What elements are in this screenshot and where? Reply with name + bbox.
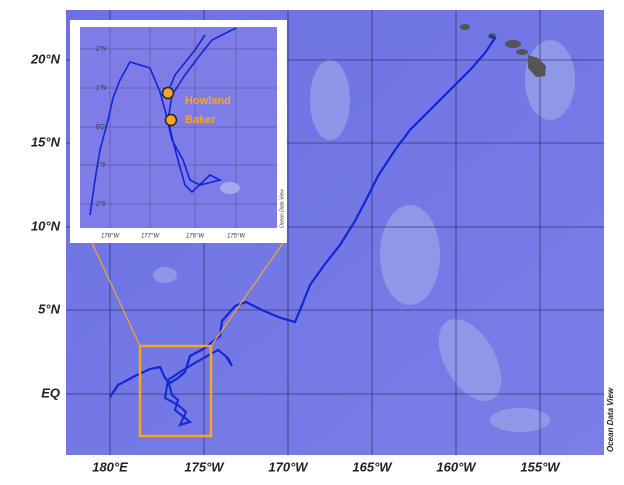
inset-lat-label: EQ xyxy=(96,125,105,131)
lat-label: EQ xyxy=(41,385,60,400)
inset-lon-label: 176°W xyxy=(186,234,205,240)
lon-label: 165°W xyxy=(352,459,393,474)
inset-grid xyxy=(80,27,277,228)
inset-lat-label: 2°S xyxy=(95,202,106,208)
lon-label: 175°W xyxy=(184,459,225,474)
inset: Howland Baker 2°N 1°N EQ 1°S 2°S 178°W 1… xyxy=(70,20,287,243)
island-marker xyxy=(164,113,178,127)
inset-connector xyxy=(210,242,284,347)
island-marker xyxy=(161,86,175,100)
inset-lat-label: 2°N xyxy=(95,47,107,53)
inset-lon-label: 177°W xyxy=(141,234,160,240)
lat-label: 20°N xyxy=(30,51,61,66)
lat-label: 10°N xyxy=(31,218,61,233)
lon-label: 180°E xyxy=(92,459,128,474)
hawaiian-islands xyxy=(460,24,546,77)
island-label: Baker xyxy=(185,114,216,126)
lon-label: 160°W xyxy=(436,459,477,474)
lat-label: 15°N xyxy=(31,134,61,149)
credit: Ocean Data View xyxy=(606,387,615,452)
inset-credit: Ocean Data View xyxy=(279,189,285,228)
inset-track xyxy=(89,27,237,216)
lon-label: 155°W xyxy=(520,459,561,474)
inset-track xyxy=(167,34,206,93)
island-label: Howland xyxy=(185,95,231,107)
inset-lon-label: 178°W xyxy=(101,234,120,240)
lon-label: 170°W xyxy=(268,459,309,474)
inset-lon-label: 175°W xyxy=(227,234,246,240)
inset-lat-label: 1°S xyxy=(96,163,106,169)
lat-label: 5°N xyxy=(38,301,60,316)
inset-shoal xyxy=(220,182,240,194)
inset-lat-label: 1°N xyxy=(96,86,107,92)
inset-connector xyxy=(91,242,141,347)
inset-extent xyxy=(138,344,213,438)
inset-ocean xyxy=(80,27,277,228)
cruise-track xyxy=(109,34,497,398)
cruise-track-branch xyxy=(163,348,233,427)
